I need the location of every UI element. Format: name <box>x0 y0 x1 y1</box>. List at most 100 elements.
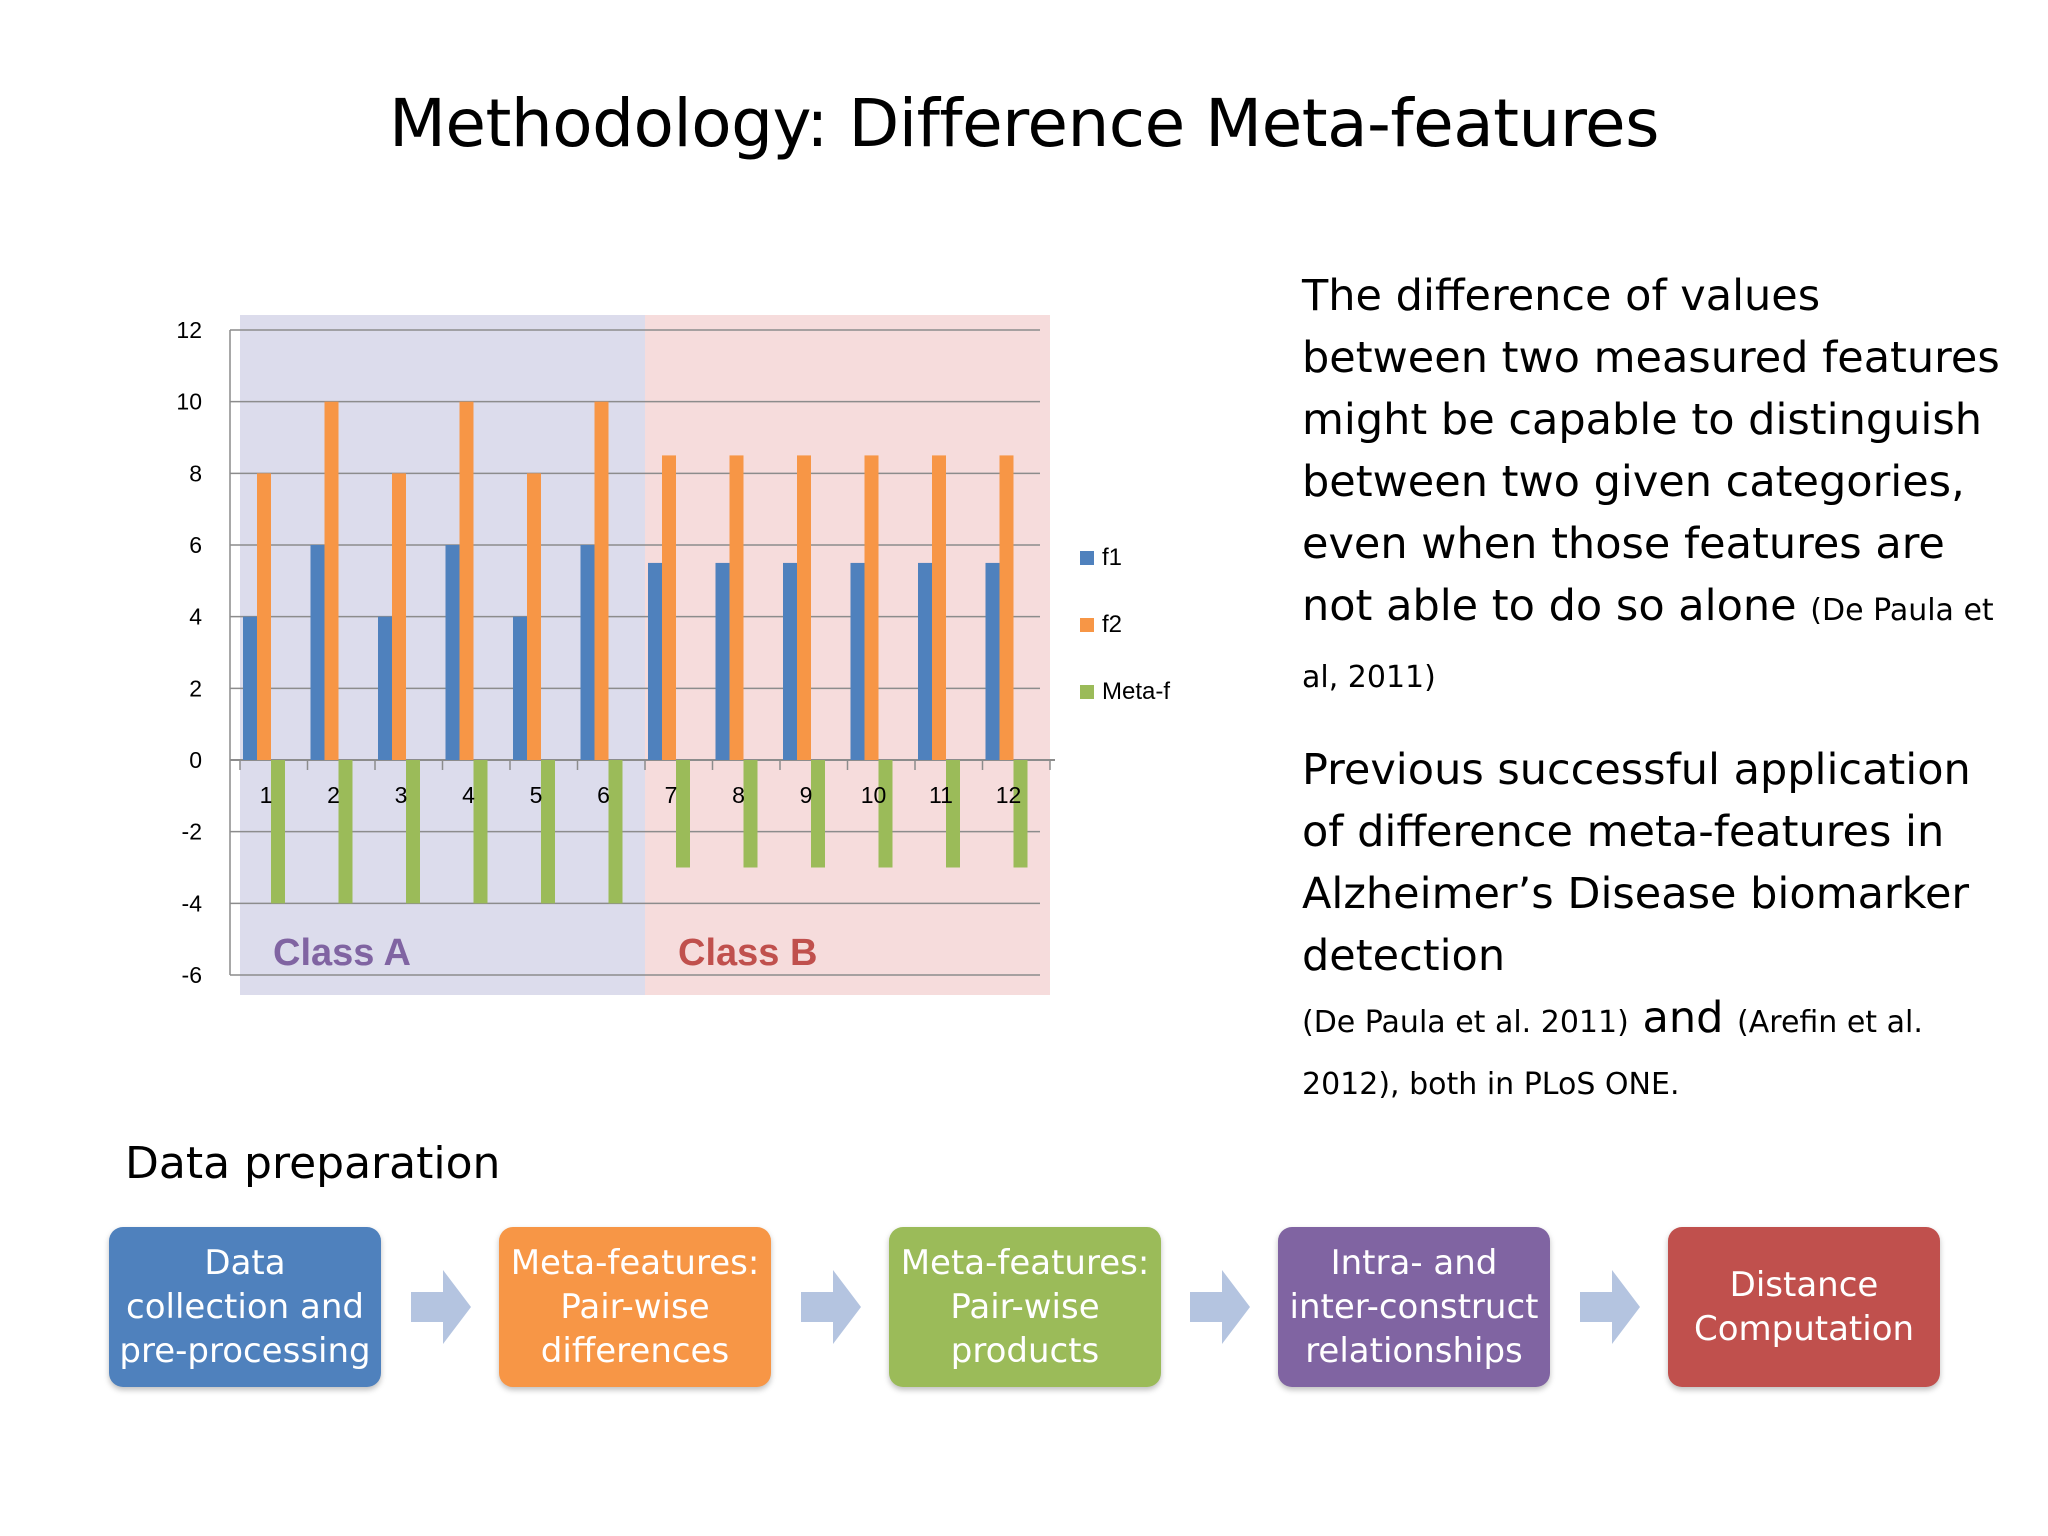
x-tick-label: 11 <box>929 782 953 808</box>
bar-f2-5 <box>527 473 541 760</box>
data-preparation-flow: Data collection and pre-processing Meta-f… <box>0 1210 2048 1440</box>
slide-title: Methodology: Difference Meta-features <box>388 85 1660 162</box>
legend-label-f2: f2 <box>1102 611 1122 638</box>
x-tick-label: 3 <box>395 782 408 808</box>
right-arrow-icon <box>1190 1270 1250 1344</box>
y-tick-label: 2 <box>189 675 202 701</box>
right-arrow-icon <box>411 1270 471 1344</box>
bar-f1-1 <box>243 616 257 760</box>
bar-f1-2 <box>310 545 325 760</box>
flow-step-2: Meta-features: Pair-wise differences <box>499 1227 771 1387</box>
bar-f1-4 <box>445 545 460 760</box>
region-2-background <box>645 315 1050 995</box>
arrow-shape <box>801 1270 861 1344</box>
bar-meta-f-12 <box>1013 760 1028 868</box>
region-1-background <box>240 315 645 995</box>
bar-chart: 12 10 8 6 4 2 0 -2 -4 -6 1 2 3 4 5 6 7 8 9 10 11 12 Class A Cla… <box>150 300 1210 1020</box>
flow-step-label: Distance Computation <box>1693 1265 1915 1349</box>
region-label-class-a: Class A <box>273 932 411 974</box>
y-tick-label: 8 <box>189 460 202 486</box>
legend-swatch-f1 <box>1080 551 1094 565</box>
x-tick-label: 8 <box>732 782 745 808</box>
bar-f1-7 <box>648 562 662 760</box>
paragraph-2-citation-2: (Arefin et al. 2012), both in PLoS ONE. <box>1302 1005 1923 1102</box>
bar-f2-10 <box>864 455 879 760</box>
arrow-shape <box>411 1270 471 1344</box>
bar-f2-8 <box>729 455 744 760</box>
region-label-class-b: Class B <box>678 932 817 974</box>
bar-f2-12 <box>999 455 1014 760</box>
x-tick-label: 4 <box>462 782 475 808</box>
bar-f2-7 <box>662 455 676 760</box>
x-tick-label: 5 <box>530 782 543 808</box>
bar-meta-f-1 <box>271 760 285 904</box>
bar-meta-f-7 <box>676 760 690 868</box>
x-tick-label: 7 <box>665 782 678 808</box>
legend-swatch-meta-f <box>1080 685 1094 699</box>
legend-label-f1: f1 <box>1102 544 1122 571</box>
y-tick-label: 4 <box>189 604 202 630</box>
paragraph-2-text: Previous successful application of diffe… <box>1302 745 1971 981</box>
y-tick-label: 0 <box>189 747 202 773</box>
bar-meta-f-11 <box>946 760 960 868</box>
legend-swatch-f2 <box>1080 618 1094 632</box>
arrow-shape <box>1580 1270 1640 1344</box>
bar-meta-f-10 <box>878 760 893 868</box>
arrow-shape <box>1190 1270 1250 1344</box>
bar-f1-6 <box>580 545 595 760</box>
data-preparation-label: Data preparation <box>125 1138 501 1189</box>
x-tick-label: 9 <box>800 782 813 808</box>
bar-f1-5 <box>513 616 527 760</box>
flow-step-5: Distance Computation <box>1668 1227 1940 1387</box>
flow-step-4: Intra- and inter-construct relationships <box>1278 1227 1550 1387</box>
y-tick-label: -2 <box>182 819 202 845</box>
flow-step-label: Data collection and pre-processing <box>119 1243 371 1371</box>
bar-f2-3 <box>392 473 406 760</box>
bar-f1-12 <box>985 562 1000 760</box>
paragraph-1: The difference of values between two mea… <box>1302 265 2002 709</box>
bar-meta-f-9 <box>811 760 825 868</box>
flow-step-1: Data collection and pre-processing <box>109 1227 381 1387</box>
flow-step-label: Intra- and inter-construct relationships <box>1289 1243 1539 1371</box>
paragraph-1-text: The difference of values between two mea… <box>1302 271 2000 631</box>
bar-meta-f-3 <box>406 760 420 904</box>
x-tick-label: 1 <box>260 782 273 808</box>
bar-f2-1 <box>257 473 271 760</box>
text-panel: The difference of values between two mea… <box>1302 265 2002 1111</box>
bar-f2-6 <box>594 401 609 760</box>
bar-meta-f-2 <box>338 760 353 904</box>
paragraph-2: Previous successful application of diffe… <box>1302 739 2002 1111</box>
x-tick-label: 2 <box>327 782 340 808</box>
bar-meta-f-6 <box>608 760 623 904</box>
paragraph-2-citation-1: (De Paula et al. 2011) <box>1302 1005 1629 1040</box>
x-tick-label: 6 <box>597 782 610 808</box>
y-tick-label: -6 <box>182 962 202 988</box>
y-tick-label: 10 <box>176 389 202 415</box>
flow-step-label: Meta-features: Pair-wise differences <box>510 1243 760 1371</box>
bar-f2-9 <box>797 455 811 760</box>
y-tick-label: -4 <box>182 890 203 916</box>
bar-meta-f-5 <box>541 760 555 904</box>
right-arrow-icon <box>801 1270 861 1344</box>
x-tick-label: 12 <box>996 782 1022 808</box>
paragraph-1-citation: (De Paula et al, 2011) <box>1302 593 1994 695</box>
bar-f1-10 <box>850 562 865 760</box>
bar-f1-8 <box>715 562 730 760</box>
bar-f2-2 <box>324 401 339 760</box>
bar-f1-3 <box>378 616 392 760</box>
y-tick-label: 6 <box>189 532 202 558</box>
bar-meta-f-8 <box>743 760 758 868</box>
legend-label-meta-f: Meta-f <box>1102 678 1170 705</box>
bar-f2-4 <box>459 401 474 760</box>
bar-f2-11 <box>932 455 946 760</box>
bar-meta-f-4 <box>473 760 488 904</box>
flow-step-label: Meta-features: Pair-wise products <box>900 1243 1150 1371</box>
paragraph-2-and: and <box>1642 993 1724 1043</box>
y-tick-label: 12 <box>176 317 202 343</box>
bar-f1-11 <box>918 562 932 760</box>
bar-f1-9 <box>783 562 797 760</box>
x-tick-label: 10 <box>861 782 887 808</box>
flow-step-3: Meta-features: Pair-wise products <box>889 1227 1161 1387</box>
right-arrow-icon <box>1580 1270 1640 1344</box>
